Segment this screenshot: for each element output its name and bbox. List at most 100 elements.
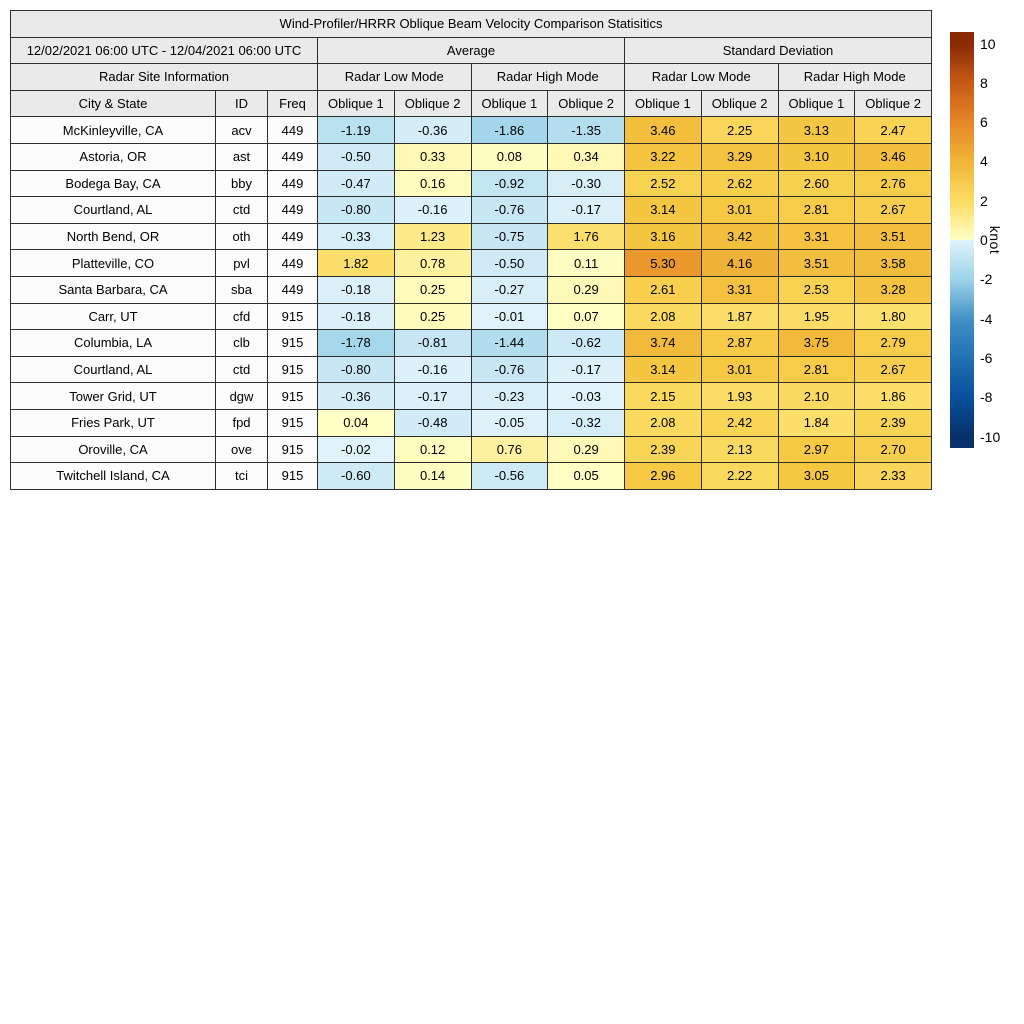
value-cell: 3.22: [624, 142, 702, 171]
value-cell: 1.86: [854, 382, 932, 410]
colorbar-tick-label: -4: [980, 310, 993, 327]
value-cell: -0.23: [470, 382, 549, 410]
value-cell: 2.76: [854, 169, 932, 198]
site-id-cell: ctd: [215, 355, 268, 384]
value-cell: 2.13: [700, 435, 779, 464]
header-freq: Freq: [267, 89, 318, 118]
table-row: Carr, UT cfd 915 -0.18 0.25 -0.01 0.07 2.08 1.87…: [10, 302, 932, 331]
value-cell: 0.12: [393, 435, 472, 464]
value-cell: -0.05: [470, 408, 549, 437]
value-cell: -0.16: [393, 196, 472, 224]
value-cell: 3.46: [624, 116, 702, 144]
city-cell: Courtland, AL: [10, 355, 216, 384]
group-header-row: 12/02/2021 06:00 UTC - 12/04/2021 06:00 …: [10, 36, 932, 65]
value-cell: -0.76: [470, 355, 549, 384]
value-cell: -0.76: [470, 196, 549, 224]
value-cell: 0.29: [547, 275, 625, 304]
value-cell: 3.51: [777, 249, 856, 277]
value-cell: 3.31: [700, 275, 779, 304]
header-std-low-mode: Radar Low Mode: [624, 63, 779, 91]
value-cell: 3.01: [700, 355, 779, 384]
value-cell: -0.03: [547, 382, 625, 410]
value-cell: 2.61: [624, 275, 702, 304]
value-cell: 2.15: [624, 382, 702, 410]
value-cell: -0.80: [317, 355, 395, 384]
freq-cell: 915: [267, 382, 318, 410]
value-cell: -1.35: [547, 116, 625, 144]
city-cell: Platteville, CO: [10, 249, 216, 277]
freq-cell: 449: [267, 249, 318, 277]
value-cell: 3.14: [624, 196, 702, 224]
header-oblique-1: Oblique 1: [317, 89, 395, 118]
value-cell: -0.36: [317, 382, 395, 410]
value-cell: 2.08: [624, 302, 702, 331]
value-cell: 1.93: [700, 382, 779, 410]
freq-cell: 915: [267, 302, 318, 331]
value-cell: 3.31: [777, 222, 856, 251]
colorbar-gradient: [950, 32, 974, 448]
freq-cell: 915: [267, 408, 318, 437]
freq-cell: 449: [267, 275, 318, 304]
value-cell: 3.42: [700, 222, 779, 251]
value-cell: 5.30: [624, 249, 702, 277]
value-cell: -0.18: [317, 302, 395, 331]
value-cell: -0.16: [393, 355, 472, 384]
site-id-cell: dgw: [215, 382, 268, 410]
freq-cell: 449: [267, 169, 318, 198]
header-oblique-2: Oblique 2: [393, 89, 472, 118]
table-body: McKinleyville, CA acv 449 -1.19 -0.36 -1.86 -1…: [10, 116, 932, 490]
value-cell: 3.16: [624, 222, 702, 251]
value-cell: 3.01: [700, 196, 779, 224]
value-cell: -0.50: [470, 249, 549, 277]
value-cell: 0.29: [547, 435, 625, 464]
freq-cell: 449: [267, 142, 318, 171]
header-oblique-2: Oblique 2: [854, 89, 932, 118]
value-cell: 2.62: [700, 169, 779, 198]
table-row: North Bend, OR oth 449 -0.33 1.23 -0.75 1.76 3.…: [10, 222, 932, 251]
value-cell: 0.11: [547, 249, 625, 277]
site-id-cell: cfd: [215, 302, 268, 331]
colorbar-tick-label: -2: [980, 271, 993, 288]
table-row: Tower Grid, UT dgw 915 -0.36 -0.17 -0.23 -0.03…: [10, 382, 932, 410]
value-cell: 0.34: [547, 142, 625, 171]
header-average: Average: [317, 36, 625, 65]
value-cell: 2.33: [854, 462, 932, 490]
value-cell: 2.39: [624, 435, 702, 464]
site-id-cell: sba: [215, 275, 268, 304]
value-cell: -0.17: [547, 196, 625, 224]
value-cell: 2.53: [777, 275, 856, 304]
freq-cell: 449: [267, 222, 318, 251]
value-cell: 0.76: [470, 435, 549, 464]
colorbar: 10 8 6 4 2 0 -2 -4 -6 -8 -10 knot: [950, 0, 1024, 480]
value-cell: -0.32: [547, 408, 625, 437]
site-id-cell: bby: [215, 169, 268, 198]
value-cell: 3.74: [624, 329, 702, 357]
city-cell: Astoria, OR: [10, 142, 216, 171]
value-cell: 3.29: [700, 142, 779, 171]
value-cell: 2.42: [700, 408, 779, 437]
value-cell: -0.56: [470, 462, 549, 490]
value-cell: 1.95: [777, 302, 856, 331]
value-cell: 3.46: [854, 142, 932, 171]
value-cell: 2.67: [854, 196, 932, 224]
site-id-cell: ove: [215, 435, 268, 464]
header-standard-deviation: Standard Deviation: [624, 36, 932, 65]
value-cell: 1.82: [317, 249, 395, 277]
value-cell: -0.02: [317, 435, 395, 464]
value-cell: 2.97: [777, 435, 856, 464]
table-row: Courtland, AL ctd 915 -0.80 -0.16 -0.76 -0.17 3…: [10, 355, 932, 384]
value-cell: 2.70: [854, 435, 932, 464]
value-cell: 0.33: [393, 142, 472, 171]
header-city-state: City & State: [10, 89, 216, 118]
colorbar-tick-label: 2: [980, 192, 988, 209]
value-cell: 3.13: [777, 116, 856, 144]
header-std-high-mode: Radar High Mode: [777, 63, 932, 91]
value-cell: -0.33: [317, 222, 395, 251]
colorbar-tick-label: -8: [980, 389, 993, 406]
table-row: Fries Park, UT fpd 915 0.04 -0.48 -0.05 -0.32 2…: [10, 408, 932, 437]
value-cell: -1.78: [317, 329, 395, 357]
site-id-cell: acv: [215, 116, 268, 144]
site-id-cell: clb: [215, 329, 268, 357]
value-cell: 4.16: [700, 249, 779, 277]
